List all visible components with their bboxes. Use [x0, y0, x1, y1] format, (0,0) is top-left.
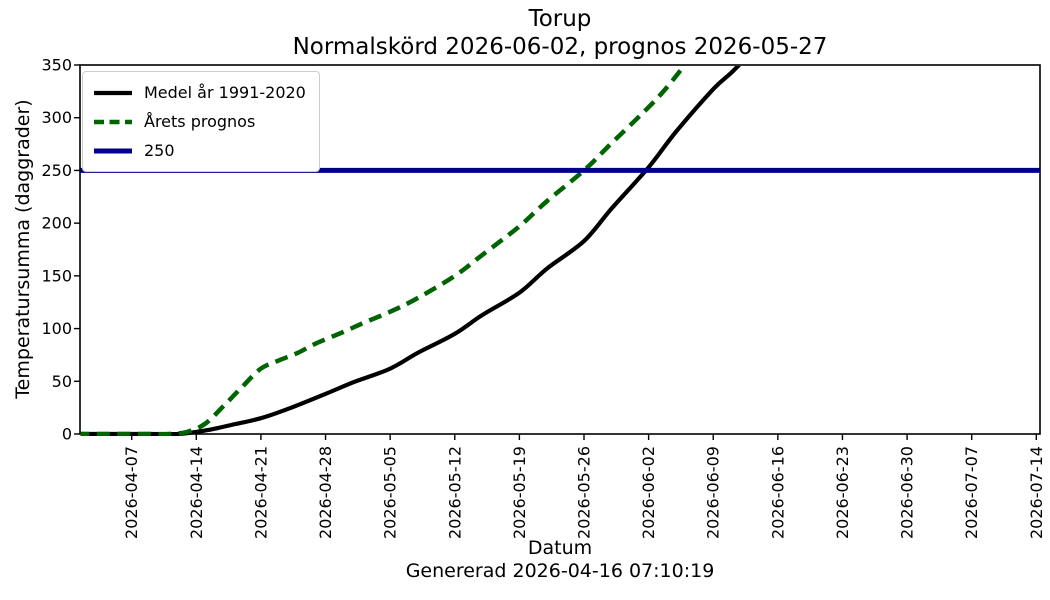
x-tick-label: 2026-04-21	[251, 446, 270, 539]
x-tick-label: 2026-04-07	[122, 446, 141, 539]
x-tick-label: 2026-05-19	[510, 446, 529, 539]
legend-swatch-line	[94, 119, 132, 124]
x-tick-label: 2026-07-14	[1027, 446, 1046, 539]
x-tick-label: 2026-05-12	[445, 446, 464, 539]
y-tick-label: 300	[41, 108, 72, 127]
y-tick-label: 200	[41, 214, 72, 233]
x-tick-label: 2026-04-14	[187, 446, 206, 539]
legend-item: 250	[93, 136, 306, 165]
chart-subtitle: Normalskörd 2026-06-02, prognos 2026-05-…	[292, 34, 828, 60]
legend-item: Årets prognos	[93, 107, 306, 136]
title-block: Torup Normalskörd 2026-06-02, prognos 20…	[80, 5, 1040, 61]
legend-item: Medel år 1991-2020	[93, 78, 306, 107]
legend-swatch-line	[94, 148, 132, 153]
x-tick-label: 2026-07-07	[962, 446, 981, 539]
plot-border	[79, 64, 1041, 435]
x-tick-label: 2026-05-26	[575, 446, 594, 539]
x-axis-label: Datum	[527, 537, 593, 559]
x-tick-label: 2026-06-23	[833, 446, 852, 539]
x-tick-label: 2026-05-05	[381, 446, 400, 539]
x-tick-label: 2026-06-16	[768, 446, 787, 539]
chart-title: Torup	[528, 6, 592, 32]
y-tick-label: 100	[41, 319, 72, 338]
x-tick-label: 2026-06-09	[704, 446, 723, 539]
y-axis-label: Temperatursumma (daggrader)	[12, 99, 34, 399]
y-tick-label: 250	[41, 161, 72, 180]
legend-label: Årets prognos	[144, 112, 256, 131]
legend-swatch-line	[94, 90, 132, 95]
legend: Medel år 1991-2020 Årets prognos 250	[82, 71, 320, 172]
x-tick-label: 2026-06-30	[898, 446, 917, 539]
footer-block: Datum Genererad 2026-04-16 07:10:19	[80, 537, 1040, 583]
legend-label: 250	[144, 141, 175, 160]
y-tick-label: 50	[52, 372, 72, 391]
legend-label: Medel år 1991-2020	[144, 83, 306, 102]
series-line-medel	[80, 66, 741, 436]
series-line-prognos	[80, 66, 687, 436]
x-tick-label: 2026-06-02	[639, 446, 658, 539]
x-tick-label: 2026-04-28	[316, 446, 335, 539]
y-tick-label: 150	[41, 266, 72, 285]
generated-timestamp: Genererad 2026-04-16 07:10:19	[405, 560, 715, 582]
y-tick-label: 350	[41, 56, 72, 75]
y-tick-label: 0	[62, 425, 72, 444]
